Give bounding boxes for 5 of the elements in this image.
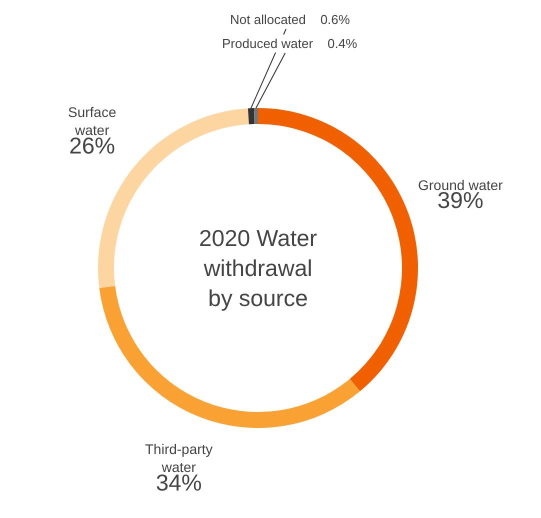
slice-label: Not allocated 0.6% — [230, 12, 350, 27]
donut-slice — [99, 286, 360, 428]
text: 2020 Water withdrawal by source — [199, 225, 318, 311]
slice-label: Produced water 0.4% — [222, 36, 358, 51]
donut-slice — [254, 108, 258, 124]
